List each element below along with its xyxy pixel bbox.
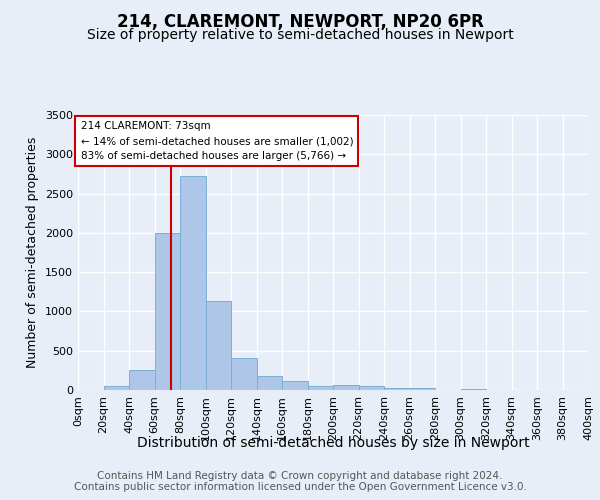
Text: Size of property relative to semi-detached houses in Newport: Size of property relative to semi-detach… — [86, 28, 514, 42]
Bar — [461, 389, 486, 390]
Bar — [257, 376, 282, 390]
Bar — [359, 386, 384, 390]
Bar — [155, 233, 180, 390]
Bar — [104, 386, 129, 390]
Bar — [308, 386, 333, 390]
Text: 214 CLAREMONT: 73sqm
← 14% of semi-detached houses are smaller (1,002)
83% of se: 214 CLAREMONT: 73sqm ← 14% of semi-detac… — [80, 122, 353, 161]
Text: 214, CLAREMONT, NEWPORT, NP20 6PR: 214, CLAREMONT, NEWPORT, NP20 6PR — [116, 12, 484, 30]
Bar — [282, 382, 308, 390]
Bar — [129, 370, 155, 390]
Bar — [231, 358, 257, 390]
Bar — [333, 386, 359, 390]
Y-axis label: Number of semi-detached properties: Number of semi-detached properties — [26, 137, 40, 368]
Text: Contains HM Land Registry data © Crown copyright and database right 2024.
Contai: Contains HM Land Registry data © Crown c… — [74, 471, 526, 492]
Text: Distribution of semi-detached houses by size in Newport: Distribution of semi-detached houses by … — [137, 436, 529, 450]
Bar — [410, 388, 435, 390]
Bar — [180, 176, 205, 390]
Bar — [205, 301, 231, 390]
Bar — [384, 388, 410, 390]
